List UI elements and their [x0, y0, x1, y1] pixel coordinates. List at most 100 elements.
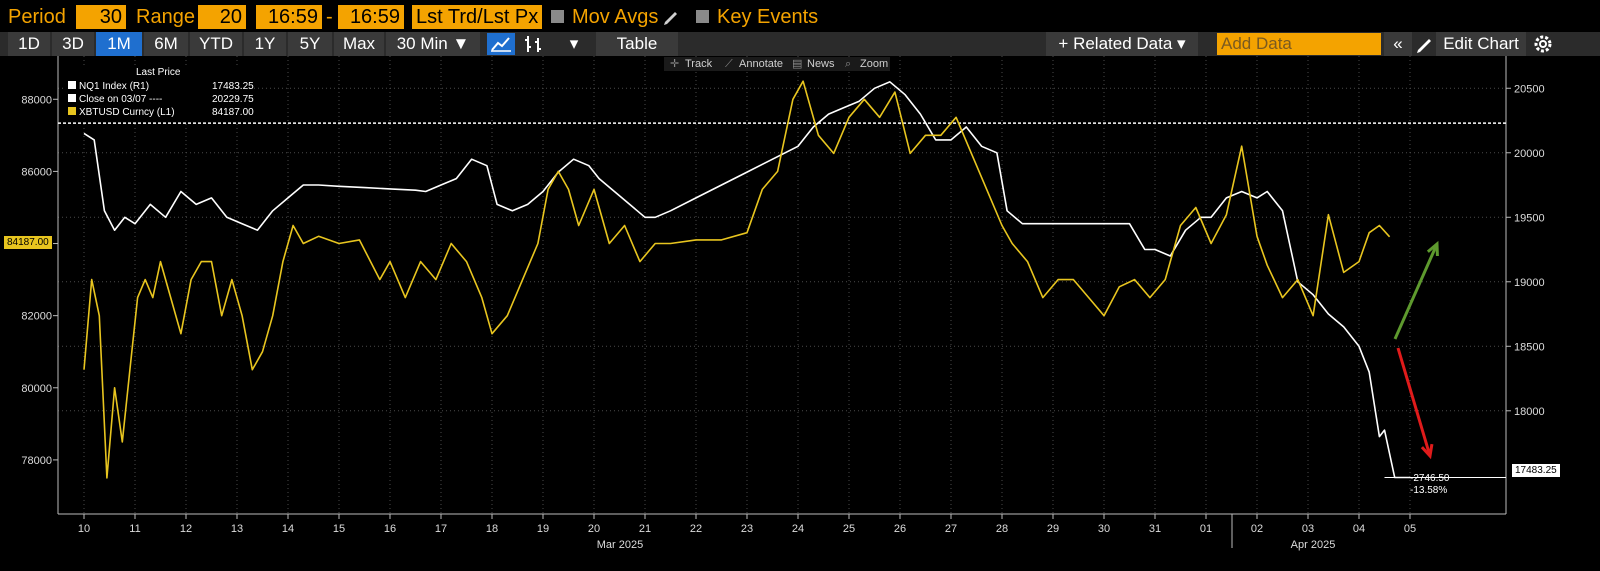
x-tick-label: 11: [129, 523, 140, 535]
x-tick-label: 22: [690, 523, 702, 535]
right-axis-label: 18000: [1514, 406, 1545, 418]
series-line-nq1: [83, 80, 1410, 479]
x-tick-label: 16: [384, 523, 396, 535]
x-tick-label: 24: [792, 523, 804, 535]
news-button[interactable]: News: [807, 58, 835, 70]
period-input[interactable]: 30: [76, 5, 126, 29]
range-button-ytd[interactable]: YTD: [190, 32, 242, 56]
legend-title: Last Price: [136, 67, 181, 78]
mov-avgs-label: Mov Avgs: [572, 6, 659, 28]
left-axis-label: 86000: [21, 166, 52, 178]
right-axis-label: 18500: [1514, 341, 1545, 353]
range-button-6m[interactable]: 6M: [144, 32, 188, 56]
mov-avgs-checkbox[interactable]: [551, 10, 564, 23]
range-dash: -: [326, 6, 333, 28]
annotate-button[interactable]: Annotate: [739, 58, 784, 70]
control-bar: Period 30 Range 20 16:59 - 16:59 Lst Trd…: [0, 0, 1600, 34]
zoom-button[interactable]: Zoom: [860, 58, 889, 70]
x-tick-label: 29: [1047, 523, 1059, 535]
range-button-1m[interactable]: 1M: [96, 32, 142, 56]
x-tick-label: 28: [996, 523, 1008, 535]
x-tick-label: 27: [945, 523, 957, 535]
range-button-5y[interactable]: 5Y: [288, 32, 332, 56]
news-icon[interactable]: ▤: [792, 58, 803, 70]
range-input[interactable]: 20: [198, 5, 246, 29]
table-button[interactable]: Table: [596, 32, 678, 56]
x-tick-label: 13: [231, 523, 243, 535]
zoom-icon[interactable]: ⌕: [845, 58, 852, 70]
x-tick-label: 15: [333, 523, 345, 535]
trend-arrows: [1393, 240, 1439, 460]
up-arrow-head: [1426, 240, 1439, 257]
x-tick-label: 21: [639, 523, 651, 535]
change-annotation: -2746.50 -13.58%: [1410, 473, 1449, 497]
key-events-label: Key Events: [717, 6, 819, 28]
legend: Last Price NQ1 Index (R1) 17483.25 Close…: [64, 66, 254, 122]
x-tick-label: 02: [1251, 523, 1263, 535]
line-chart-icon[interactable]: [487, 33, 515, 55]
range-button-1d[interactable]: 1D: [8, 32, 50, 56]
time-to-input[interactable]: 16:59: [338, 5, 404, 29]
legend-name: XBTUSD Curncy (L1): [79, 107, 175, 118]
right-axis-label: 19500: [1514, 212, 1545, 224]
edit-pencil-icon[interactable]: [1414, 33, 1436, 55]
right-axis-label: 20000: [1514, 148, 1545, 160]
range-label: Range: [136, 6, 195, 28]
x-tick-label: 18: [486, 523, 498, 535]
x-tick-label: 20: [588, 523, 600, 535]
x-tick-label: 25: [843, 523, 855, 535]
down-arrow-shaft: [1396, 347, 1432, 457]
range-button-1y[interactable]: 1Y: [244, 32, 286, 56]
annotate-icon[interactable]: ⟋: [725, 58, 733, 70]
x-tick-label: 17: [435, 523, 447, 535]
change-value: -2746.50: [1410, 473, 1450, 484]
left-axis-label: 80000: [21, 383, 52, 395]
collapse-button[interactable]: «: [1384, 32, 1412, 56]
legend-row: NQ1 Index (R1) 17483.25: [64, 80, 254, 93]
bar-chart-icon[interactable]: [520, 33, 548, 55]
legend-value: 17483.25: [212, 81, 254, 92]
left-axis-label: 88000: [21, 94, 52, 106]
track-button[interactable]: Track: [685, 58, 713, 70]
x-tick-label: 01: [1200, 523, 1212, 535]
price-chart[interactable]: 10 11 12 13 14 15 16 17 18 19 20 21 22 23 24 25 26 27 28 29…: [0, 56, 1600, 566]
period-label: Period: [8, 6, 66, 28]
time-from-input[interactable]: 16:59: [256, 5, 322, 29]
track-icon[interactable]: ✛: [670, 58, 680, 70]
grid: [58, 56, 1506, 514]
field-select[interactable]: Lst Trd/Lst Px: [412, 5, 542, 29]
x-tick-label: 03: [1302, 523, 1314, 535]
add-data-input[interactable]: Add Data: [1217, 33, 1381, 55]
right-axis-label: 19000: [1514, 277, 1545, 289]
right-axis-label: 20500: [1514, 83, 1545, 95]
chart-area: 10 11 12 13 14 15 16 17 18 19 20 21 22 23 24 25 26 27 28 29…: [0, 56, 1600, 566]
series-line-xbtusd: [83, 80, 1391, 479]
legend-value: 84187.00: [212, 107, 254, 118]
month-label: Apr 2025: [1291, 539, 1336, 551]
key-events-checkbox[interactable]: [696, 10, 709, 23]
chart-tools: ✛ Track ⟋ Annotate ▤ News ⌕ Zoom: [664, 57, 890, 71]
legend-row: XBTUSD Curncy (L1) 84187.00: [64, 106, 254, 119]
interval-dropdown[interactable]: 30 Min ▼: [386, 32, 480, 56]
range-button-3d[interactable]: 3D: [52, 32, 94, 56]
legend-swatch-xbt: [68, 107, 76, 115]
left-axis-label: 82000: [21, 311, 52, 323]
x-tick-label: 26: [894, 523, 906, 535]
edit-chart-button[interactable]: Edit Chart: [1436, 32, 1526, 56]
legend-row: Close on 03/07 ---- 20229.75: [64, 93, 254, 106]
x-tick-label: 23: [741, 523, 753, 535]
range-button-max[interactable]: Max: [334, 32, 384, 56]
chart-type-dropdown[interactable]: ▾: [569, 34, 579, 53]
down-arrow-head: [1420, 443, 1434, 460]
pencil-icon[interactable]: [662, 8, 680, 26]
x-tick-label: 10: [78, 523, 90, 535]
gear-icon[interactable]: [1530, 33, 1556, 55]
legend-swatch-nq1: [68, 81, 76, 89]
related-data-button[interactable]: + Related Data ▾: [1046, 32, 1198, 56]
legend-value: 20229.75: [212, 94, 254, 105]
legend-name: Close on 03/07 ----: [79, 94, 163, 105]
x-tick-label: 14: [282, 523, 294, 535]
series-lines: [58, 80, 1506, 479]
x-tick-label: 05: [1404, 523, 1416, 535]
last-price-tag-left: 84187.00: [4, 236, 52, 249]
